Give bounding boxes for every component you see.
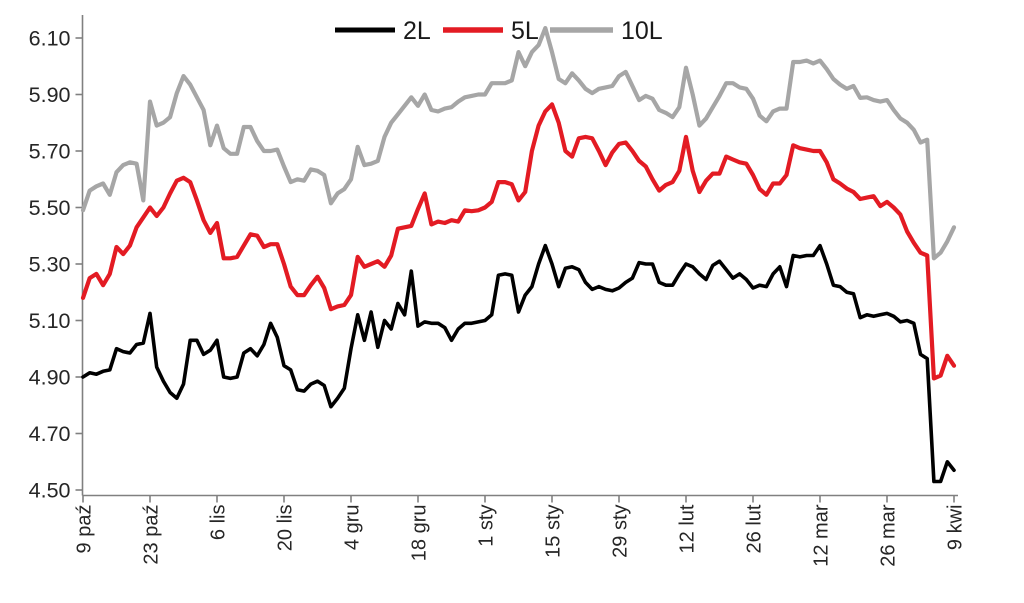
y-tick-label: 5.70: [29, 140, 71, 164]
series-line-5l: [80, 102, 957, 381]
y-tick-label: 5.50: [29, 196, 71, 220]
y-tick-label: 4.70: [29, 422, 71, 446]
y-tick-label: 5.10: [29, 309, 71, 333]
x-tick-label: 6 lis: [208, 505, 230, 541]
y-tick-label: 5.90: [29, 83, 71, 107]
y-tick-label: 4.50: [29, 479, 71, 503]
y-tick-label: 6.10: [29, 27, 71, 51]
series-line-10l: [80, 26, 957, 261]
x-tick-label: 29 sty: [610, 505, 632, 558]
x-tick-label: 23 paź: [141, 505, 163, 565]
x-tick-label: 12 mar: [811, 504, 833, 567]
x-tick-label: 26 mar: [878, 504, 900, 567]
y-tick-label: 5.30: [29, 253, 71, 277]
legend-label-10l: 10L: [621, 17, 663, 45]
x-tick-label: 4 gru: [342, 505, 364, 551]
y-tick-label: 4.90: [29, 366, 71, 390]
x-tick-label: 20 lis: [275, 505, 297, 552]
x-tick-label: 18 gru: [409, 505, 431, 562]
x-tick-label: 15 sty: [543, 505, 565, 558]
x-tick-label: 9 paź: [74, 505, 96, 554]
x-tick-label: 9 kwi: [945, 505, 967, 551]
x-tick-label: 1 sty: [476, 505, 498, 547]
legend-label-2l: 2L: [403, 17, 431, 45]
x-tick-label: 12 lut: [677, 504, 699, 553]
legend-label-5l: 5L: [511, 17, 539, 45]
series-line-2l: [81, 243, 956, 484]
x-tick-label: 26 lut: [744, 504, 766, 553]
